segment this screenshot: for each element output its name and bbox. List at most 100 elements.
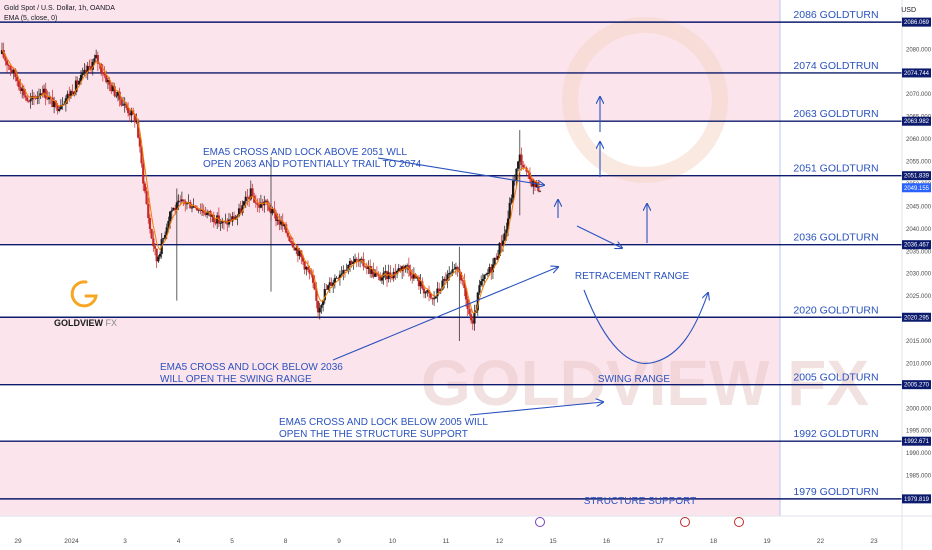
current-price-tag[interactable]: [902, 183, 931, 193]
watermark-emblem: [562, 17, 728, 183]
event-marker-icon[interactable]: [734, 517, 744, 527]
indicator-legend[interactable]: EMA (5, close, 0): [4, 15, 58, 22]
candle-body: [522, 165, 525, 168]
candle-body: [170, 210, 173, 212]
candle-body: [481, 278, 484, 282]
price-zone: [0, 0, 780, 122]
candle-body: [42, 88, 46, 95]
candle-body: [268, 205, 271, 211]
time-tick-label: 5: [230, 538, 234, 545]
level-price-tag: [902, 312, 931, 322]
candle-body: [469, 314, 473, 321]
time-tick-label: 23: [870, 538, 878, 545]
goldview-logo: GOLDVIEW FX: [54, 280, 117, 328]
annotation-arrow-structure: [469, 402, 603, 416]
candle-body: [285, 224, 288, 233]
goldturn-label: 1979 GOLDTURN: [793, 486, 878, 498]
price-tick-label: 2015.000: [906, 339, 932, 345]
candle-body: [313, 282, 316, 290]
candle-body: [459, 272, 463, 281]
candle-body: [219, 223, 222, 224]
candle-body: [399, 267, 402, 272]
candle-body: [0, 50, 4, 54]
candle-body: [432, 298, 436, 300]
candle-body: [377, 274, 380, 276]
price-tick-label: 2030.000: [906, 272, 932, 278]
candle-body: [443, 279, 446, 281]
candle-body: [411, 275, 414, 279]
candle-body: [325, 289, 328, 290]
price-tick-label: 2080.000: [906, 47, 932, 53]
candle-body: [241, 205, 244, 213]
candle-body: [389, 272, 392, 277]
goldturn-label: 2051 GOLDTURN: [793, 163, 878, 175]
price-tick-label: 2010.000: [906, 361, 932, 367]
candle-body: [32, 96, 36, 98]
time-tick-label: 12: [496, 538, 504, 545]
candle-body: [350, 261, 353, 265]
candle-body: [394, 271, 397, 275]
candle-body: [47, 97, 51, 100]
candle-body: [419, 281, 422, 287]
candle-body: [365, 267, 368, 269]
candle-body: [253, 196, 256, 203]
level-price-tag: [902, 17, 931, 27]
levels-layer: 2086 GOLDTURN 2074 GOLDTRUN 2063 GOLDTURN 2…: [0, 9, 902, 500]
ema-line[interactable]: [1, 49, 541, 314]
candle-body: [190, 207, 194, 209]
candle-body: [90, 66, 93, 70]
candle-body: [300, 250, 303, 258]
time-axis[interactable]: 29 2024 3 4 5 8 9 10 11 12 15 16 17 18 19 22 23: [0, 515, 932, 545]
candle-body: [295, 248, 298, 251]
annotation-text: OPEN 2063 AND POTENTIALLY TRAIL TO 2074: [203, 159, 422, 170]
candle-body: [14, 69, 17, 78]
price-tick-label: 2025.000: [906, 294, 932, 300]
candle-body: [288, 236, 291, 242]
event-marker-icon[interactable]: [535, 517, 545, 527]
candle-body: [137, 120, 140, 138]
candle-body: [96, 55, 99, 64]
currency-label[interactable]: USD: [901, 7, 916, 14]
candle-body: [296, 248, 299, 256]
candle-body: [214, 222, 217, 224]
candle-body: [98, 63, 101, 65]
candle-body: [434, 296, 437, 299]
candle-body: [16, 77, 19, 82]
price-zone: [0, 175, 780, 245]
candle-body: [58, 109, 61, 111]
candle-body: [515, 168, 518, 181]
candle-body: [335, 277, 338, 279]
time-tick-label: 17: [656, 538, 664, 545]
candle-body: [379, 275, 382, 281]
candle-body: [347, 264, 350, 270]
candle-body: [316, 300, 320, 313]
candle-body: [409, 269, 412, 276]
candle-body: [327, 285, 330, 290]
price-tick-label: 2045.000: [906, 204, 932, 210]
annotation-text: OPEN THE THE STRUCTURE SUPPORT: [279, 429, 468, 440]
candle-body: [59, 105, 62, 110]
candle-body: [243, 201, 246, 206]
ema-layer: [1, 49, 541, 314]
event-marker-icon[interactable]: [680, 517, 690, 527]
candle-body: [303, 261, 306, 270]
candle-body: [84, 69, 88, 73]
candle-body: [367, 265, 370, 269]
candle-body: [39, 93, 42, 96]
candle-body: [426, 290, 429, 292]
level-price-label: 2005.270: [904, 383, 930, 389]
candle-body: [446, 274, 449, 282]
candle-body: [308, 269, 311, 274]
annotation-text: WILL OPEN THE SWING RANGE: [160, 374, 312, 385]
goldturn-label: 2005 GOLDTURN: [793, 372, 878, 384]
watermark-text: GOLDVIEW FX: [421, 347, 869, 419]
retracement-arrow: [576, 225, 622, 248]
candle-body: [338, 274, 342, 278]
candle-body: [310, 273, 313, 275]
candle-body: [528, 172, 532, 180]
candle-body: [416, 277, 419, 279]
price-axis[interactable]: 1980.0001985.0001990.0001995.0002000.000…: [901, 0, 932, 550]
candle-body: [212, 215, 215, 223]
candle-body: [301, 257, 305, 262]
